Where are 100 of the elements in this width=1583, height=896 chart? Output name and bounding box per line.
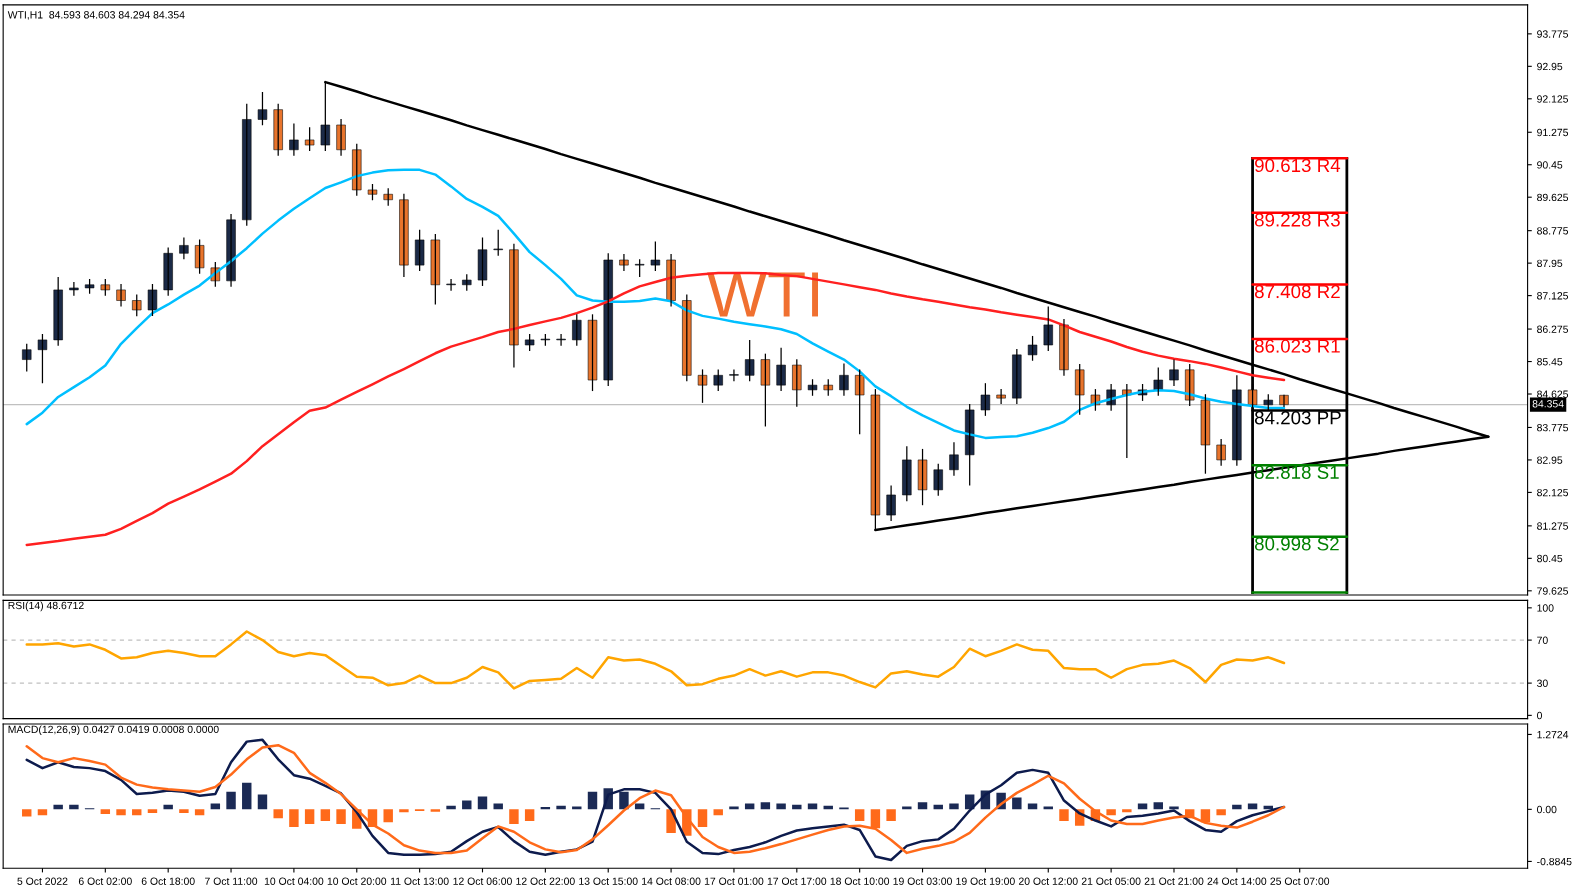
x-tick-label: 24 Oct 14:00 [1207,877,1267,885]
bar [69,804,79,810]
candlestick [273,103,283,157]
candlestick [682,293,692,382]
annotation: 90.613 R4 [1255,158,1341,173]
x-tick-label: 10 Oct 04:00 [264,877,324,885]
candlestick [147,283,158,317]
bar [1059,809,1069,822]
y-tick-label: 88.775 [1537,227,1569,235]
bar [257,794,268,810]
bar [53,804,63,810]
annotation: 84.203 PP [1254,411,1341,425]
bar [273,809,283,819]
bar [949,803,959,810]
bar [776,803,786,810]
annotation: 82.818 S1 [1254,465,1339,479]
candlestick [289,122,299,157]
bar [163,804,173,810]
candlestick [304,126,315,152]
x-tick-label: 10 Oct 20:00 [327,877,387,885]
candlestick [1216,438,1226,467]
candlestick [744,339,755,382]
bar [886,809,896,822]
x-tick-label: 18 Oct 10:00 [830,877,890,885]
bar [320,809,331,822]
candlestick [572,313,582,347]
y-tick-label: 0 [1537,711,1543,720]
x-tick-label: 21 Oct 21:00 [1144,877,1204,885]
candlestick [760,353,771,428]
x-tick-label: 20 Oct 12:00 [1018,877,1078,885]
candlestick [69,281,79,297]
annotation: 86.023 R1 [1254,339,1340,353]
bar [210,803,221,810]
bar [729,806,739,810]
candlestick [446,278,456,292]
bar [634,803,645,810]
candlestick [414,229,425,272]
y-tick-label: 83.775 [1537,423,1569,432]
bar [1137,803,1148,810]
x-tick-label: 6 Oct 18:00 [141,877,195,885]
x-tick-label: 19 Oct 03:00 [893,877,952,885]
candlestick [713,368,723,392]
bar [446,805,456,810]
chart-title: RSI(14) 48.6712 [8,601,84,612]
candlestick [194,238,205,275]
bar [572,806,582,810]
x-tick-label: 12 Oct 06:00 [453,877,512,885]
candlestick [587,313,598,392]
candlestick [179,236,189,260]
bar [1027,803,1038,810]
bar [870,809,881,829]
candlestick [980,382,991,417]
candlestick [1075,363,1085,416]
bar [619,791,629,810]
y-tick-label: 0.00 [1537,805,1557,814]
chart-title: MACD(12,26,9) 0.0427 0.0419 0.0008 0.0000 [8,725,219,736]
bar [1232,804,1242,810]
bar [179,809,189,813]
bar [399,809,409,813]
bar [1200,809,1211,823]
bar [383,809,393,823]
bar [493,803,503,810]
x-tick-label: 21 Oct 05:00 [1081,877,1141,885]
candlestick [1012,348,1022,405]
candlestick [933,463,943,497]
candlestick [619,253,629,272]
candlestick [776,347,786,392]
candlestick [556,333,566,347]
y-tick-label: 100 [1537,604,1554,612]
candlestick [352,143,362,197]
bar [477,796,488,810]
candlestick [132,293,142,317]
candlestick [603,252,613,387]
y-tick-label: 91.275 [1537,128,1569,137]
candlestick [1027,335,1038,362]
bar [556,805,566,810]
bar [587,791,598,810]
candlestick [1043,305,1053,352]
candlestick [1200,393,1211,475]
candlestick [996,388,1006,405]
bar [1216,809,1226,816]
y-tick-label: 89.625 [1537,193,1569,202]
bar [147,809,158,813]
bar [917,802,928,810]
candlestick [965,403,975,487]
x-tick-label: 14 Oct 08:00 [642,877,701,885]
bar [116,809,126,816]
y-tick-label: -0.8845 [1537,857,1572,866]
bar [1012,797,1022,810]
bar [1153,802,1163,810]
candlestick [729,368,739,382]
x-tick-label: 7 Oct 11:00 [205,877,258,885]
y-tick-label: 93.775 [1537,30,1569,38]
bar [807,803,818,810]
candlestick [116,283,126,308]
y-tick-label: 90.45 [1537,161,1563,169]
candlestick [163,246,173,297]
candlestick [53,276,63,347]
bar [792,804,802,810]
bar [289,809,299,828]
